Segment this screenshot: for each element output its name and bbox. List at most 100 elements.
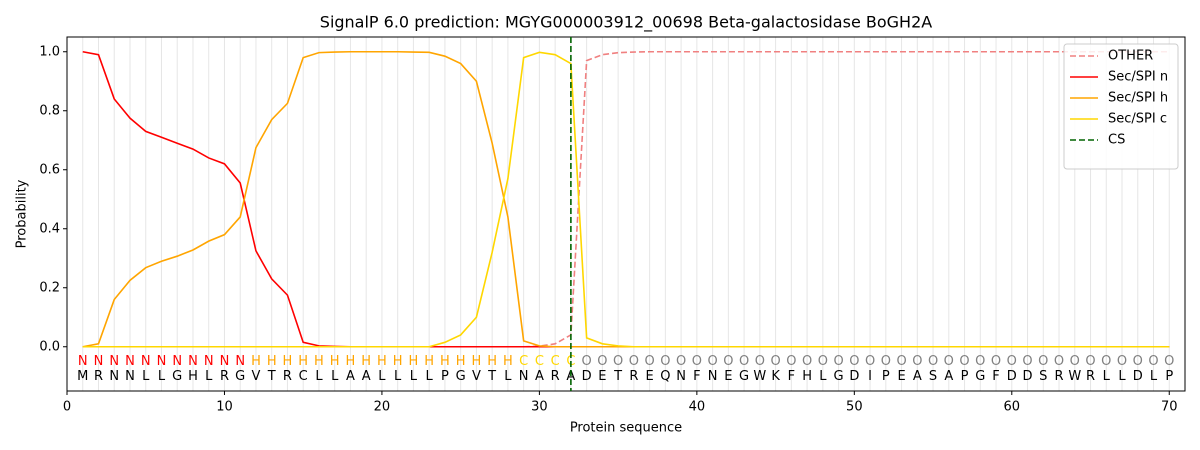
region-label: O [755, 354, 765, 369]
series-line [82, 50, 1170, 348]
residue-label: N [125, 369, 135, 384]
residue-label: D [1007, 369, 1017, 384]
region-label: O [1070, 354, 1080, 369]
region-label: H [251, 354, 261, 369]
series-line [82, 50, 1170, 348]
region-label: O [629, 354, 639, 369]
region-label: H [283, 354, 293, 369]
y-axis-label: Probability [15, 179, 30, 248]
x-tick-label: 60 [1004, 400, 1021, 415]
region-label: O [723, 354, 733, 369]
residue-label: W [1068, 369, 1081, 384]
x-tick-label: 30 [531, 400, 548, 415]
residue-label: L [394, 369, 402, 384]
residue-label: G [235, 369, 245, 384]
residue-label: L [1103, 369, 1111, 384]
region-label: O [912, 354, 922, 369]
region-label: H [298, 354, 308, 369]
residue-label: P [1165, 369, 1173, 384]
residue-label: A [944, 369, 953, 384]
region-label: N [188, 354, 198, 369]
region-label: O [1038, 354, 1048, 369]
region-label: H [393, 354, 403, 369]
region-label: O [613, 354, 623, 369]
residue-label: A [913, 369, 922, 384]
residue-label: L [819, 369, 827, 384]
region-label: O [1117, 354, 1127, 369]
region-label: C [551, 354, 560, 369]
region-label: N [78, 354, 88, 369]
region-label: N [204, 354, 214, 369]
residue-label: R [1086, 369, 1095, 384]
y-tick-label: 0.0 [39, 339, 60, 354]
region-label: N [172, 354, 182, 369]
residue-label: L [1150, 369, 1158, 384]
region-label: H [424, 354, 434, 369]
region-label: H [330, 354, 340, 369]
region-label: N [125, 354, 135, 369]
residue-label: N [519, 369, 529, 384]
region-label: O [597, 354, 607, 369]
region-label: O [818, 354, 828, 369]
residue-label: R [1055, 369, 1064, 384]
region-label: O [896, 354, 906, 369]
residue-label: P [882, 369, 890, 384]
residue-label: L [315, 369, 323, 384]
residue-label: V [472, 369, 481, 384]
residue-label: R [94, 369, 103, 384]
region-label: O [1148, 354, 1158, 369]
region-label: H [409, 354, 419, 369]
region-label: O [833, 354, 843, 369]
series-line [82, 51, 1170, 348]
region-label: O [582, 354, 592, 369]
region-label: H [456, 354, 466, 369]
residue-label: D [582, 369, 592, 384]
region-label: O [739, 354, 749, 369]
region-label: O [1085, 354, 1095, 369]
region-label: O [1101, 354, 1111, 369]
residue-label: G [739, 369, 749, 384]
residue-label: I [868, 369, 872, 384]
region-label: O [1007, 354, 1017, 369]
residue-label: A [566, 369, 575, 384]
residue-label: T [487, 369, 496, 384]
residue-label: D [1023, 369, 1033, 384]
region-label: O [865, 354, 875, 369]
residue-label: K [771, 369, 780, 384]
x-tick-label: 10 [216, 400, 233, 415]
residue-label: F [992, 369, 999, 384]
residue-label: G [172, 369, 182, 384]
y-tick-label: 1.0 [39, 44, 60, 59]
residue-label: R [629, 369, 638, 384]
region-label: C [535, 354, 544, 369]
region-label: O [991, 354, 1001, 369]
region-label: N [235, 354, 245, 369]
region-label: O [975, 354, 985, 369]
residue-label: L [1118, 369, 1126, 384]
y-tick-label: 0.8 [39, 103, 60, 118]
region-label: O [645, 354, 655, 369]
residue-label: L [142, 369, 150, 384]
residue-label: N [109, 369, 119, 384]
region-label: N [157, 354, 167, 369]
residue-label: S [1039, 369, 1047, 384]
region-label: O [1022, 354, 1032, 369]
region-label: O [1133, 354, 1143, 369]
region-label: O [849, 354, 859, 369]
legend-label: OTHER [1108, 49, 1153, 64]
region-label: N [220, 354, 230, 369]
residue-label: L [410, 369, 418, 384]
region-label: H [314, 354, 324, 369]
region-label: H [503, 354, 513, 369]
residue-label: R [220, 369, 229, 384]
legend-label: CS [1108, 133, 1125, 148]
region-label: O [881, 354, 891, 369]
region-label: H [361, 354, 371, 369]
region-label: O [707, 354, 717, 369]
region-label: H [346, 354, 356, 369]
x-tick-label: 0 [63, 400, 71, 415]
legend-label: Sec/SPI n [1108, 70, 1168, 85]
region-label: O [660, 354, 670, 369]
residue-label: M [77, 369, 88, 384]
residue-label: E [897, 369, 905, 384]
